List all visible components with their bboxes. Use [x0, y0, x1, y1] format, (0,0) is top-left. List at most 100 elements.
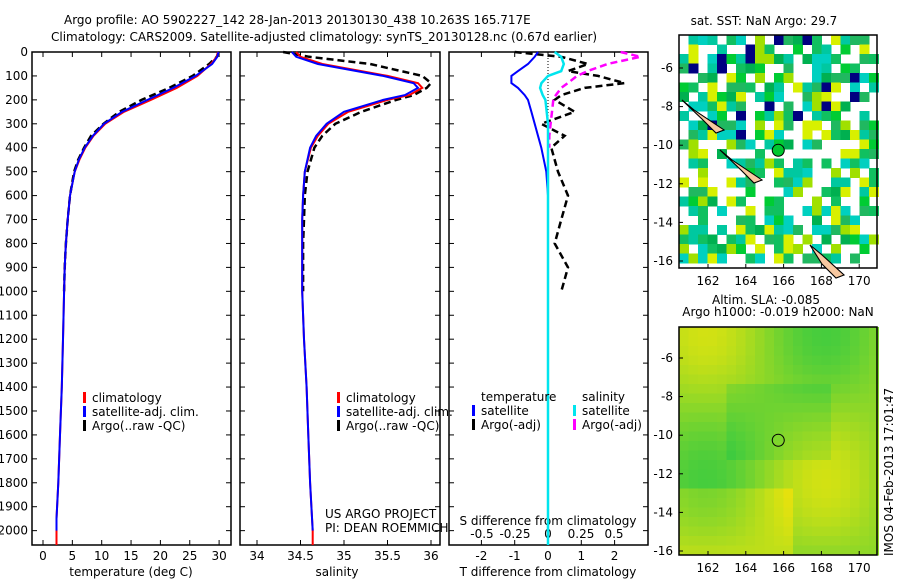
map-cell [821, 507, 832, 518]
depth-tick-label: 1900 [0, 500, 28, 514]
map-cell [793, 44, 803, 55]
map-cell [717, 120, 727, 131]
map-cell [850, 403, 860, 413]
map-cell [812, 73, 822, 83]
map-cell [717, 412, 727, 423]
depth-tick-label: 300 [5, 117, 28, 131]
map-cell [745, 215, 756, 226]
map-cell [802, 101, 813, 112]
map-cell [764, 196, 775, 207]
map-cell [802, 355, 813, 366]
map-cell [745, 177, 756, 188]
depth-tick-label: 200 [5, 93, 28, 107]
map-cell [783, 393, 794, 404]
map-cell [840, 130, 851, 140]
map-cell [793, 177, 803, 188]
map-cell [859, 431, 870, 442]
map-cell [679, 327, 689, 337]
map-cell [869, 403, 879, 413]
island-icon [681, 99, 726, 134]
map-cell [840, 346, 851, 356]
map-1-frame [678, 34, 878, 269]
map-cell [736, 101, 746, 112]
map-cell [793, 431, 803, 442]
map-cell [764, 431, 775, 442]
s-tick-label: 0.25 [568, 527, 595, 541]
map-cell [688, 422, 699, 432]
depth-tick-label: 1000 [0, 284, 28, 298]
map-cell [859, 187, 870, 197]
legend-swatch [573, 419, 576, 430]
map-cell [869, 507, 879, 518]
map-cell [831, 244, 841, 254]
map-cell [688, 336, 699, 347]
map-cell [821, 441, 832, 451]
map-cell [707, 187, 718, 197]
map-cell [717, 403, 727, 413]
map-cell [698, 545, 708, 556]
map-cell [707, 431, 718, 442]
sla-map-title: Altim. SLA: -0.085 [712, 293, 820, 307]
depth-tick-label: 700 [5, 213, 28, 227]
map-cell [679, 412, 689, 423]
map-cell [802, 253, 813, 264]
map-cell [679, 469, 689, 480]
map-cell [755, 120, 765, 131]
map-cell [745, 526, 756, 537]
sst-map-title: sat. SST: NaN Argo: 29.7 [691, 14, 838, 28]
map-cell [850, 422, 860, 432]
map-cell [698, 526, 708, 537]
satellite-temperature-line [55, 51, 220, 531]
map-cell [859, 469, 870, 480]
map-cell [755, 441, 765, 451]
map-cell [726, 244, 737, 254]
map-cell [812, 35, 822, 45]
map-cell [783, 431, 794, 442]
map-cell [736, 177, 746, 188]
map-cell [688, 460, 699, 470]
map-cell [745, 498, 756, 508]
map-cell [698, 374, 708, 385]
map-cell [793, 545, 803, 556]
map-cell [679, 441, 689, 451]
map-cell [831, 130, 841, 140]
map-cell [764, 469, 775, 480]
map-cell [774, 111, 784, 121]
climatology-salinity-line [295, 51, 424, 545]
map-cell [859, 517, 870, 527]
depth-tick-label: 1300 [0, 356, 28, 370]
map-cell [679, 225, 689, 235]
map-cell [707, 346, 718, 356]
map-cell [821, 158, 832, 169]
map-cell [859, 44, 870, 55]
map-cell [859, 234, 870, 245]
map-cell [869, 498, 879, 508]
legend-swatch [472, 405, 475, 416]
map-cell [840, 384, 851, 394]
map-cell [831, 422, 841, 432]
map-cell [707, 54, 718, 64]
map-cell [698, 365, 708, 375]
map-cell [783, 139, 794, 150]
map-cell [812, 460, 822, 470]
map-cell [869, 168, 879, 178]
map-cell [783, 460, 794, 470]
map-cell [755, 460, 765, 470]
map-cell [869, 384, 879, 394]
map-cell [726, 336, 737, 347]
map-cell [774, 196, 784, 207]
map-cell [698, 393, 708, 404]
map-cell [831, 101, 841, 112]
map-cell [726, 54, 737, 64]
map-cell [821, 431, 832, 442]
map-cell [688, 139, 699, 150]
map-cell [764, 488, 775, 499]
map-cell [859, 488, 870, 499]
satellite-salinity-line [291, 51, 420, 531]
map-cell [745, 536, 756, 546]
map-cell [707, 403, 718, 413]
map-cell [840, 460, 851, 470]
map-cell [774, 488, 784, 499]
map-cell [840, 327, 851, 337]
map-cell [840, 149, 851, 159]
